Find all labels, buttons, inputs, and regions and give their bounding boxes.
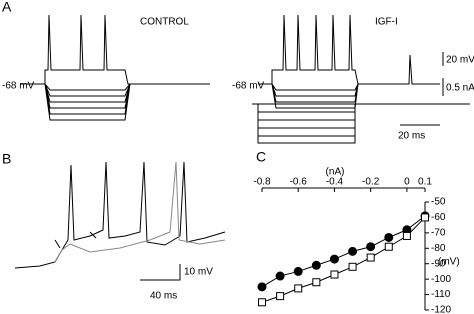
scale-label: 10 mV (184, 267, 213, 278)
point (329, 254, 339, 264)
y-tick-label: -90 (431, 258, 446, 269)
point (421, 213, 429, 222)
point (402, 231, 411, 240)
condition-label: IGF-I (375, 17, 398, 28)
y-tick-label: -110 (431, 289, 451, 300)
series-line (261, 217, 426, 303)
point (312, 278, 321, 287)
point (384, 242, 393, 251)
scale-label: 20 ms (398, 131, 425, 142)
rest-label: -68 mV (232, 81, 265, 92)
axis-title: (mV) (438, 257, 460, 268)
y-tick-label: -50 (431, 197, 446, 208)
scale-label: 20 mV (446, 55, 474, 66)
x-tick-label: -0.8 (253, 177, 271, 188)
point (384, 232, 394, 242)
point (311, 260, 321, 270)
point (276, 292, 285, 301)
panel-label: A (2, 0, 12, 15)
x-tick-label: 0 (404, 177, 410, 188)
panel-label: C (256, 149, 266, 165)
traces (20, 14, 470, 144)
x-tick-label: -0.2 (362, 177, 380, 188)
point (366, 242, 376, 252)
point (293, 266, 303, 276)
axis-title: (nA) (326, 167, 345, 178)
y-tick-label: -100 (431, 274, 451, 285)
point (348, 262, 357, 271)
y-tick-label: -60 (431, 212, 446, 223)
scale-label: 0.5 nA (446, 83, 474, 94)
point (330, 270, 339, 279)
rest-label: -68 mV (2, 81, 35, 92)
y-tick-label: -80 (431, 243, 446, 254)
y-tick-label: -120 (431, 305, 451, 314)
panel-label: B (2, 151, 11, 167)
point (294, 284, 303, 293)
scale-label: 40 ms (150, 291, 177, 302)
point (258, 298, 266, 307)
condition-label: CONTROL (140, 17, 189, 28)
x-tick-label: -0.6 (290, 177, 308, 188)
point (275, 271, 285, 281)
traces (14, 161, 226, 281)
x-tick-label: 0.1 (418, 177, 432, 188)
x-tick-label: -0.4 (326, 177, 344, 188)
point (348, 246, 358, 256)
point (257, 282, 267, 292)
series-line (261, 215, 426, 288)
point (366, 253, 375, 262)
y-tick-label: -70 (431, 227, 446, 238)
